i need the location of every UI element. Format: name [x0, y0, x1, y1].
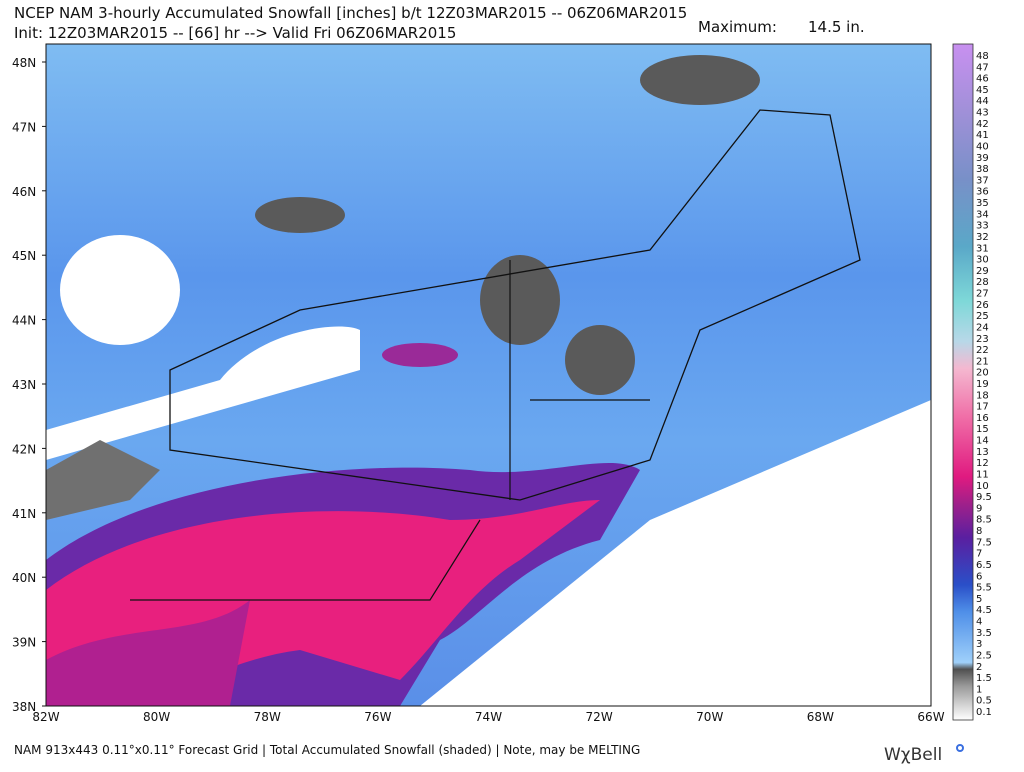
colorbar-label: 14: [976, 436, 989, 447]
colorbar-label: 3.5: [976, 628, 992, 639]
colorbar-label: 37: [976, 175, 989, 186]
colorbar-labels: 4847464544434241403938373635343332313029…: [976, 51, 992, 718]
colorbar-label: 12: [976, 458, 989, 469]
colorbar-label: 1: [976, 684, 982, 695]
colorbar-label: 2.5: [976, 650, 992, 661]
latitude-label: 39N: [12, 636, 36, 650]
colorbar-label: 8: [976, 526, 982, 537]
latitude-label: 38N: [12, 700, 36, 714]
colorbar-label: 43: [976, 108, 989, 119]
colorbar-label: 3: [976, 639, 982, 650]
colorbar-label: 6: [976, 571, 982, 582]
maximum-value: 14.5 in.: [808, 18, 865, 36]
colorbar-label: 21: [976, 356, 989, 367]
colorbar-label: 39: [976, 153, 989, 164]
colorbar-label: 0.1: [976, 707, 992, 718]
colorbar-label: 9.5: [976, 492, 992, 503]
colorbar-label: 36: [976, 187, 989, 198]
colorbar-label: 10: [976, 481, 989, 492]
colorbar-label: 33: [976, 221, 989, 232]
longitude-label: 78W: [254, 710, 281, 724]
colorbar-label: 34: [976, 209, 989, 220]
colorbar-label: 23: [976, 334, 989, 345]
latitude-label: 47N: [12, 120, 36, 134]
colorbar-label: 31: [976, 243, 989, 254]
colorbar-label: 47: [976, 62, 989, 73]
footer-text: NAM 913x443 0.11°x0.11° Forecast Grid | …: [14, 743, 640, 757]
colorbar-label: 18: [976, 390, 989, 401]
colorbar-label: 22: [976, 345, 989, 356]
colorbar-label: 11: [976, 469, 989, 480]
colorbar-label: 40: [976, 141, 989, 152]
colorbar-label: 5: [976, 594, 982, 605]
longitude-label: 68W: [807, 710, 834, 724]
colorbar-label: 2: [976, 662, 982, 673]
logo: WχBell: [884, 745, 942, 765]
logo-dot: [956, 744, 964, 752]
colorbar-label: 44: [976, 96, 989, 107]
longitude-label: 66W: [917, 710, 944, 724]
latitude-labels: 48N 47N 46N 45N 44N 43N 42N 41N 40N 39N 38N: [12, 56, 46, 714]
latitude-label: 40N: [12, 571, 36, 585]
colorbar-label: 0.5: [976, 696, 992, 707]
colorbar-label: 17: [976, 402, 989, 413]
colorbar-label: 15: [976, 424, 989, 435]
colorbar-label: 45: [976, 85, 989, 96]
subtitle: Init: 12Z03MAR2015 -- [66] hr --> Valid …: [14, 24, 456, 42]
latitude-label: 41N: [12, 507, 36, 521]
colorbar-label: 4: [976, 617, 982, 628]
colorbar: [952, 43, 974, 721]
longitude-label: 80W: [143, 710, 170, 724]
latitude-label: 42N: [12, 442, 36, 456]
colorbar-label: 38: [976, 164, 989, 175]
colorbar-label: 35: [976, 198, 989, 209]
colorbar-label: 16: [976, 413, 989, 424]
longitude-label: 82W: [32, 710, 59, 724]
maximum-label: Maximum:: [698, 18, 777, 36]
latitude-label: 44N: [12, 314, 36, 328]
longitude-label: 76W: [364, 710, 391, 724]
colorbar-label: 6.5: [976, 560, 992, 571]
colorbar-label: 29: [976, 266, 989, 277]
colorbar-label: 46: [976, 74, 989, 85]
colorbar-label: 32: [976, 232, 989, 243]
title: NCEP NAM 3-hourly Accumulated Snowfall […: [14, 4, 687, 22]
colorbar-label: 5.5: [976, 583, 992, 594]
latitude-label: 48N: [12, 56, 36, 70]
colorbar-label: 8.5: [976, 515, 992, 526]
longitude-label: 72W: [586, 710, 613, 724]
colorbar-label: 26: [976, 300, 989, 311]
colorbar-label: 30: [976, 255, 989, 266]
colorbar-label: 4.5: [976, 605, 992, 616]
colorbar-label: 13: [976, 447, 989, 458]
colorbar-label: 27: [976, 289, 989, 300]
longitude-label: 70W: [696, 710, 723, 724]
colorbar-label: 24: [976, 322, 989, 333]
colorbar-label: 9: [976, 503, 982, 514]
latitude-label: 43N: [12, 378, 36, 392]
colorbar-label: 19: [976, 379, 989, 390]
map: [46, 44, 931, 706]
colorbar-label: 42: [976, 119, 989, 130]
longitude-label: 74W: [475, 710, 502, 724]
colorbar-label: 41: [976, 130, 989, 141]
latitude-label: 45N: [12, 249, 36, 263]
latitude-label: 46N: [12, 185, 36, 199]
longitude-labels: 82W 80W 78W 76W 74W 72W 70W 68W 66W: [32, 710, 944, 724]
colorbar-label: 48: [976, 51, 989, 62]
colorbar-label: 25: [976, 311, 989, 322]
colorbar-label: 7.5: [976, 537, 992, 548]
colorbar-label: 7: [976, 549, 982, 560]
colorbar-label: 28: [976, 277, 989, 288]
colorbar-label: 20: [976, 368, 989, 379]
colorbar-label: 1.5: [976, 673, 992, 684]
